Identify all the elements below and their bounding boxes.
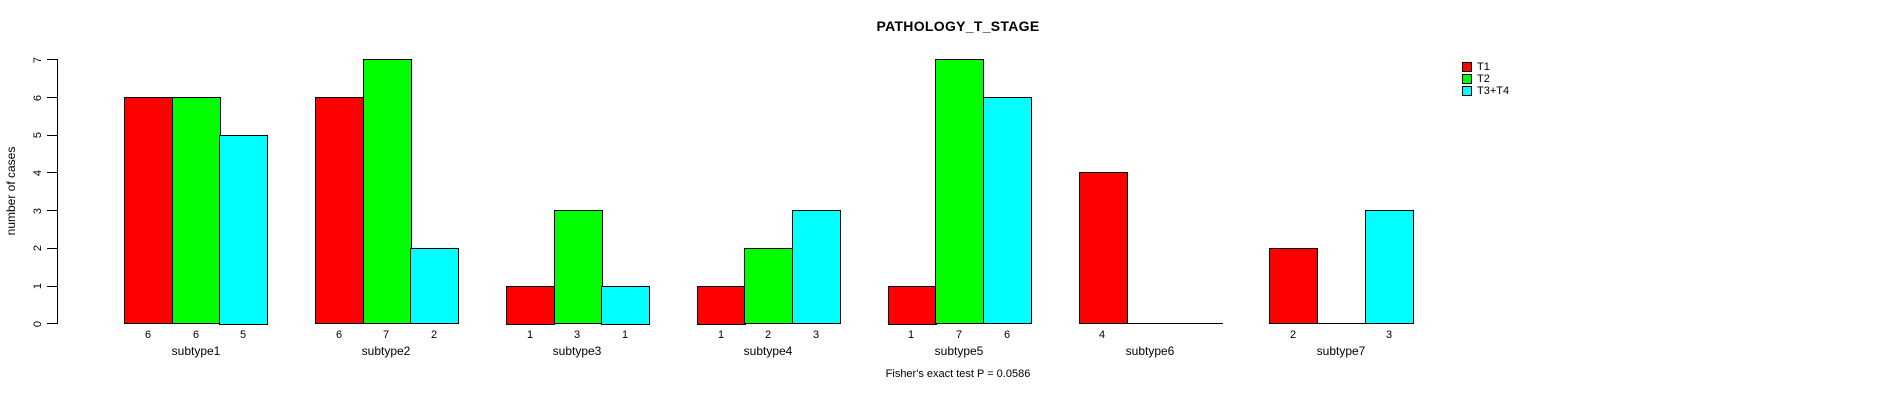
y-tick-label: 0: [32, 320, 44, 327]
y-tick-mark: [47, 210, 57, 212]
bar-T3+T4-subtype5: [983, 97, 1032, 324]
bar-value-label: 6: [1003, 329, 1011, 341]
category-label: subtype7: [1316, 344, 1366, 358]
chart-title: PATHOLOGY_T_STAGE: [876, 18, 1040, 34]
bar-value-label: 7: [382, 329, 390, 341]
category-label: subtype5: [934, 344, 984, 358]
footnote: Fisher's exact test P = 0.0586: [885, 368, 1031, 380]
bar-value-label: 6: [144, 329, 152, 341]
bar-value-label: 1: [907, 329, 915, 341]
y-tick-mark: [47, 59, 57, 61]
legend: T1 T2 T3+T4: [1462, 61, 1509, 97]
bar-T3+T4-subtype7: [1365, 210, 1414, 324]
y-tick-mark: [47, 285, 57, 287]
bar-value-label: 1: [526, 329, 534, 341]
y-axis-label: number of cases: [4, 146, 18, 236]
bar-value-label: 7: [955, 329, 963, 341]
legend-item-T3+T4: T3+T4: [1462, 85, 1509, 97]
legend-swatch-icon: [1462, 74, 1472, 84]
y-tick-label: 6: [32, 94, 44, 101]
bar-T1-subtype5: [888, 286, 937, 325]
legend-swatch-icon: [1462, 86, 1472, 96]
bar-value-label: 3: [812, 329, 820, 341]
bar-T1-subtype2: [315, 97, 364, 324]
category-label: subtype6: [1125, 344, 1175, 358]
bar-T2-subtype4: [744, 248, 793, 324]
bar-T3+T4-subtype3: [601, 286, 650, 325]
category-label: subtype4: [743, 344, 793, 358]
y-axis-line: [57, 59, 58, 325]
bar-value-label: 6: [192, 329, 200, 341]
bar-value-label: 5: [239, 329, 247, 341]
y-tick-mark: [47, 172, 57, 174]
y-tick-mark: [47, 134, 57, 136]
y-tick-label: 1: [32, 283, 44, 290]
bar-value-label: 2: [430, 329, 438, 341]
bar-T2-subtype3: [554, 210, 603, 324]
bar-value-label: 1: [621, 329, 629, 341]
bar-T3+T4-subtype2: [410, 248, 459, 324]
bar-T2-subtype2: [363, 59, 412, 324]
bar-T3+T4-subtype4: [792, 210, 841, 324]
zero-bar-line: [1317, 323, 1366, 324]
zero-bar-line: [1174, 323, 1223, 324]
bar-T3+T4-subtype1: [219, 135, 268, 325]
y-tick-label: 3: [32, 207, 44, 214]
bar-T1-subtype6: [1079, 172, 1128, 324]
legend-label: T1: [1477, 61, 1490, 73]
bar-value-label: 1: [717, 329, 725, 341]
y-tick-mark: [47, 247, 57, 249]
y-tick-label: 4: [32, 169, 44, 177]
legend-label: T2: [1477, 73, 1490, 85]
y-tick-label: 5: [32, 132, 44, 139]
y-tick-mark: [47, 97, 57, 99]
zero-bar-line: [1126, 323, 1175, 324]
bar-value-label: 6: [335, 329, 343, 341]
bar-value-label: 3: [1385, 329, 1393, 341]
legend-item-T2: T2: [1462, 73, 1509, 85]
bar-value-label: 3: [573, 329, 581, 341]
bar-T1-subtype7: [1269, 248, 1318, 324]
bar-value-label: 2: [1289, 329, 1297, 341]
legend-item-T1: T1: [1462, 61, 1509, 73]
bar-value-label: 2: [764, 329, 772, 341]
bar-value-label: 4: [1098, 329, 1106, 341]
category-label: subtype1: [171, 344, 221, 358]
category-label: subtype2: [361, 344, 411, 358]
legend-swatch-icon: [1462, 62, 1472, 72]
bar-T1-subtype3: [506, 286, 555, 325]
bar-T2-subtype5: [935, 59, 984, 324]
bar-T1-subtype1: [124, 97, 173, 324]
bar-T1-subtype4: [697, 286, 746, 325]
y-tick-mark: [47, 323, 57, 325]
y-tick-label: 2: [32, 245, 44, 252]
bar-T2-subtype1: [172, 97, 221, 324]
y-tick-label: 7: [32, 56, 44, 63]
category-label: subtype3: [552, 344, 602, 358]
legend-label: T3+T4: [1477, 85, 1510, 97]
